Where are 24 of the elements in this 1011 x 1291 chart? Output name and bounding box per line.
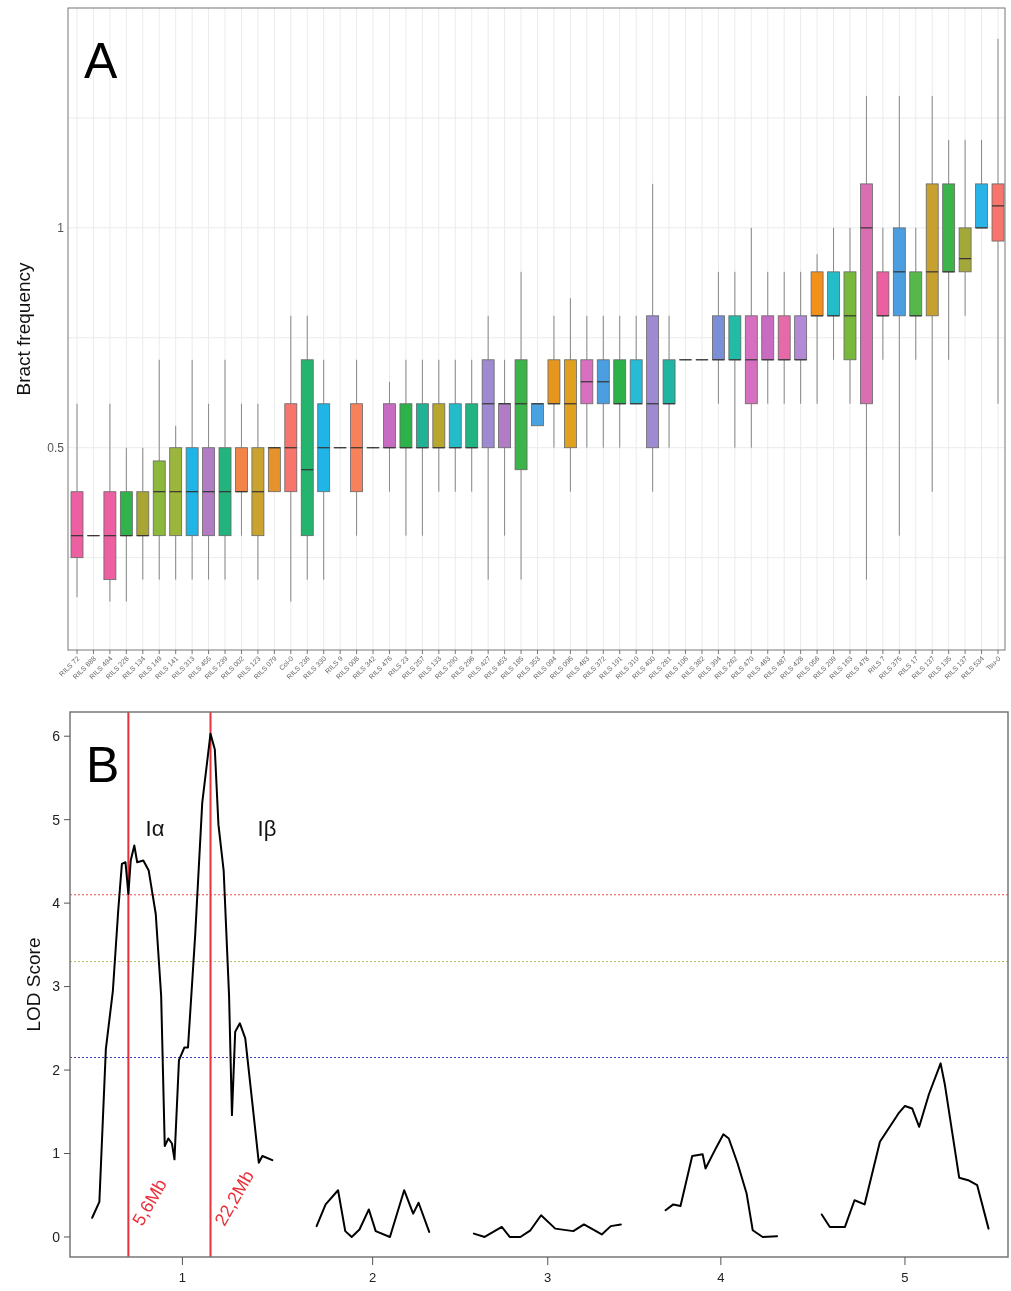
x-tick-label: 1 [178,1270,187,1285]
line-series [820,1062,990,1230]
y-tick-label: 6 [52,728,61,745]
y-tick-label: 1 [57,221,65,236]
y-tick-label: 0 [52,1228,61,1245]
y-tick-label: 4 [52,895,61,912]
x-tick-label: 4 [717,1270,725,1285]
line-series [315,1189,431,1238]
y-axis-title: LOD Score [23,937,44,1032]
annotation: Iα [145,816,165,841]
y-tick-label: 2 [52,1061,61,1078]
x-tick-label: 2 [369,1270,377,1285]
text: B [86,737,120,793]
line-series [664,1133,779,1238]
x-tick-label: 5 [901,1270,909,1285]
text: A [84,33,118,89]
y-tick-label: 0.5 [47,440,65,455]
y-tick-label: 3 [52,978,61,995]
y-tick-label: 5 [52,811,61,828]
y-tick-label: 1 [52,1145,61,1162]
y-axis-title: Bract frequency [13,261,34,396]
line-series [472,1214,622,1238]
annotation: Iβ [257,816,277,841]
x-tick-label: 3 [544,1270,552,1285]
